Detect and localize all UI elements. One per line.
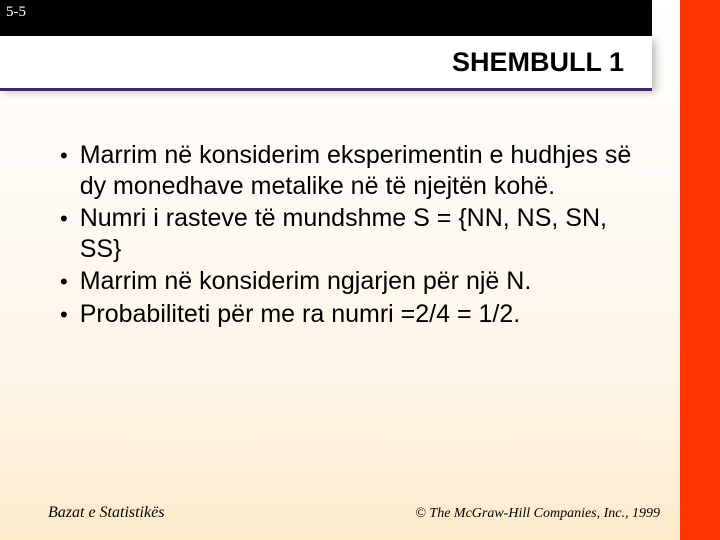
bullet-icon: • [60,145,68,167]
bullet-text: Probabiliteti për me ra numri =2/4 = 1/2… [80,299,521,330]
page-number: 5-5 [6,4,26,21]
slide: 5-5 SHEMBULL 1 • Marrim në konsiderim ek… [0,0,720,540]
bullet-icon: • [60,304,68,326]
footer-left: Bazat e Statistikës [48,504,164,522]
bullet-text: Marrim në konsiderim ngjarjen për një N. [80,266,532,297]
bullet-icon: • [60,271,68,293]
bullet-icon: • [60,208,68,230]
bullet-text: Marrim në konsiderim eksperimentin e hud… [80,140,640,201]
title-container: SHEMBULL 1 [0,36,652,88]
content-area: • Marrim në konsiderim eksperimentin e h… [60,140,640,331]
slide-title: SHEMBULL 1 [452,47,624,78]
top-bar [0,0,652,36]
list-item: • Probabiliteti për me ra numri =2/4 = 1… [60,299,640,330]
list-item: • Numri i rasteve të mundshme S = {NN, N… [60,203,640,264]
list-item: • Marrim në konsiderim eksperimentin e h… [60,140,640,201]
title-underline [0,88,652,91]
list-item: • Marrim në konsiderim ngjarjen për një … [60,266,640,297]
bullet-text: Numri i rasteve të mundshme S = {NN, NS,… [80,203,640,264]
footer-right: © The McGraw-Hill Companies, Inc., 1999 [415,506,660,522]
accent-sidebar [680,0,720,540]
